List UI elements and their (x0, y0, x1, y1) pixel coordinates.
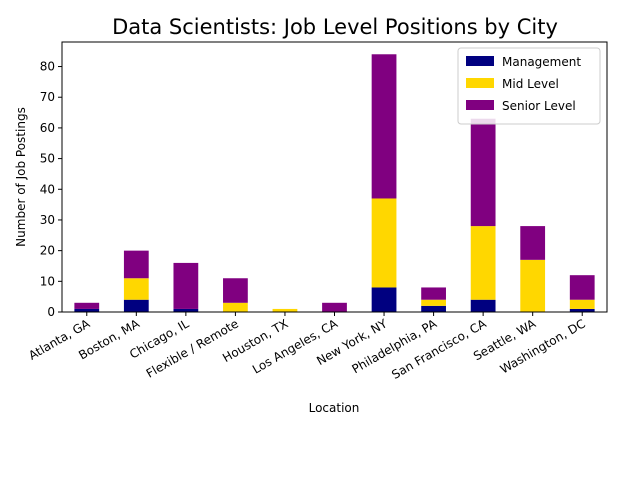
plot-frame (61, 41, 608, 313)
y-tick-label: 60 (40, 121, 55, 135)
bar-management-philadelphia-pa (421, 305, 446, 312)
y-tick-label: 70 (40, 90, 55, 104)
legend-label-senior-level: Senior Level (502, 99, 576, 113)
legend-swatch-mid-level (466, 78, 494, 88)
bar-mid-level-new-york-ny (371, 198, 397, 288)
legend-swatch-senior-level (466, 100, 494, 110)
bar-senior-level-chicago-il (173, 262, 199, 309)
bar-management-boston-ma (123, 299, 149, 312)
bar-mid-level-washington-dc (569, 299, 595, 309)
bar-mid-level-san-francisco-ca (470, 226, 496, 300)
y-tick-label: 40 (40, 182, 55, 196)
y-axis: 0 10 20 30 40 50 60 70 80 (40, 60, 62, 319)
bar-senior-level-seattle-wa (520, 226, 546, 260)
bar-senior-level-san-francisco-ca (470, 118, 496, 227)
bar-senior-level-los-angeles-ca (322, 302, 347, 312)
y-axis-label: Number of Job Postings (14, 107, 28, 247)
bar-management-washington-dc (569, 308, 595, 312)
y-tick-label: 10 (40, 274, 55, 288)
chart-title: Data Scientists: Job Level Positions by … (112, 15, 558, 39)
bar-mid-level-seattle-wa (520, 259, 546, 312)
x-axis-label: Location (309, 401, 360, 415)
bar-senior-level-washington-dc (569, 275, 595, 300)
y-tick-label: 80 (40, 60, 55, 74)
y-tick-label: 0 (47, 305, 55, 319)
bar-mid-level-philadelphia-pa (421, 299, 446, 306)
bar-management-chicago-il (173, 308, 199, 312)
x-tick-label-washington-dc: Washington, DC (498, 316, 588, 376)
x-tick-label-los-angeles-ca: Los Angeles, CA (250, 316, 341, 376)
bar-senior-level-atlanta-ga (74, 302, 100, 309)
bar-mid-level-houston-tx (272, 308, 298, 312)
bar-management-new-york-ny (371, 287, 397, 312)
bar-senior-level-flexible-remote (223, 278, 248, 303)
bar-management-san-francisco-ca (470, 299, 496, 312)
legend-label-management: Management (502, 55, 581, 69)
bar-mid-level-boston-ma (123, 278, 149, 300)
legend-label-mid-level: Mid Level (502, 77, 559, 91)
y-tick-label: 20 (40, 244, 55, 258)
bar-mid-level-flexible-remote (223, 302, 248, 312)
bar-senior-level-philadelphia-pa (421, 287, 446, 300)
bar-management-atlanta-ga (74, 308, 100, 312)
legend: Management Mid Level Senior Level (457, 47, 601, 125)
bars-group (74, 54, 595, 312)
y-tick-label: 50 (40, 152, 55, 166)
bar-senior-level-boston-ma (123, 250, 149, 279)
y-tick-label: 30 (40, 213, 55, 227)
legend-swatch-management (466, 56, 494, 66)
bar-senior-level-new-york-ny (371, 54, 397, 199)
